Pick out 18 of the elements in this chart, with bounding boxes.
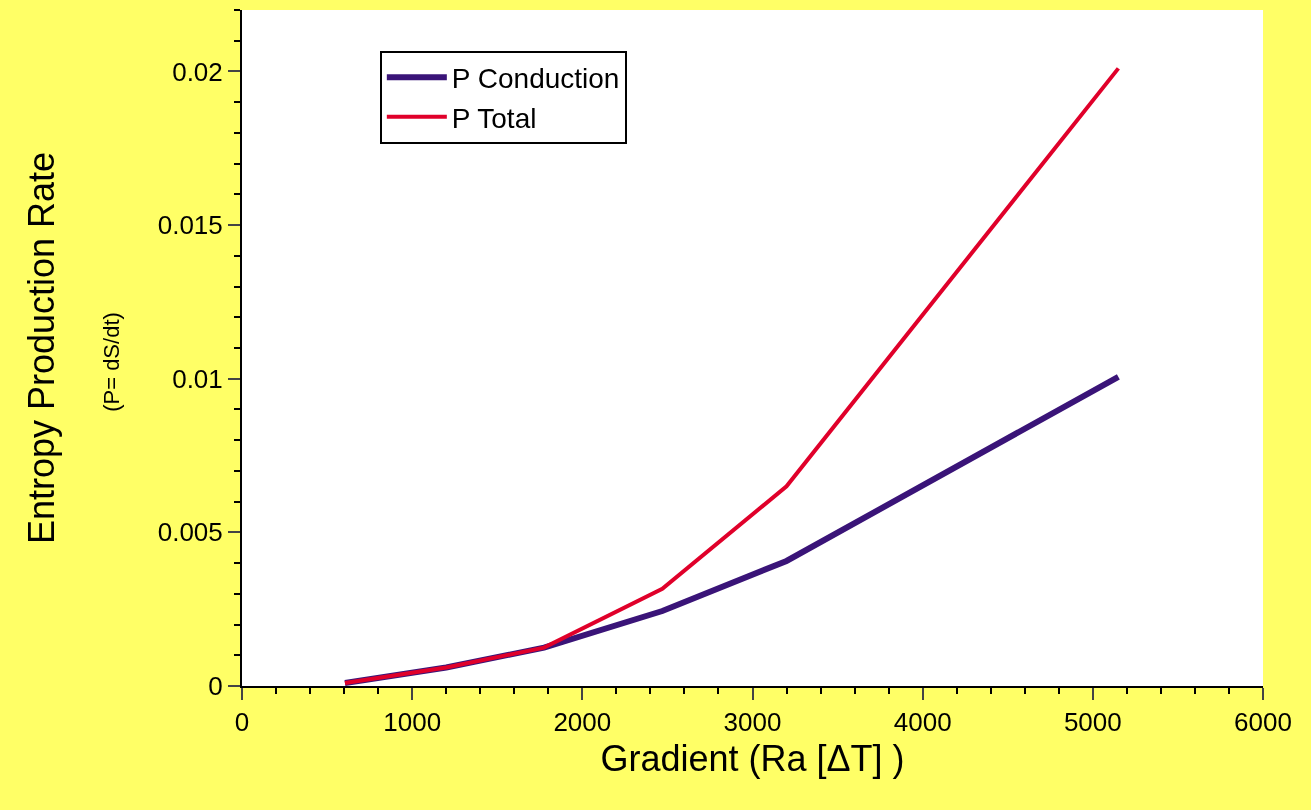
line-series [342,66,1121,685]
legend-label: P Conduction [451,63,620,95]
y-tick-label: 0.01 [172,363,223,394]
y-tick-label: 0.005 [157,517,223,548]
y-axis-title: Entropy Production Rate [21,151,63,545]
x-tick-label: 0 [234,707,250,738]
y-tick-label: 0.015 [157,210,223,241]
x-tick-label: 3000 [723,707,782,738]
y-tick-label: 0 [208,671,223,702]
x-axis-title: Gradient (Ra [ΔT] ) [600,738,905,780]
x-tick-label: 4000 [893,707,952,738]
x-tick-label: 6000 [1234,707,1292,738]
legend-label: P Total [451,102,537,134]
y-tick-label: 0.02 [172,56,223,87]
x-tick-label: 5000 [1063,707,1122,738]
text: (P= dS/dt) [98,312,124,412]
x-tick-label: 2000 [553,707,612,738]
x-tick-label: 1000 [383,707,442,738]
